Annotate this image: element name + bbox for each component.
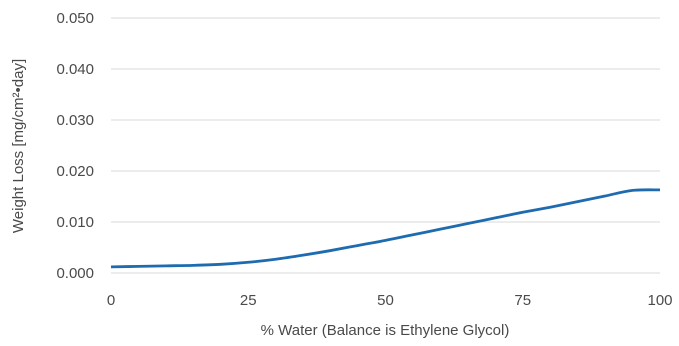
y-axis-title: Weight Loss [mg/cm²•day] bbox=[10, 59, 27, 233]
series-line bbox=[110, 188, 661, 269]
y-tick-label: 0.020 bbox=[56, 163, 94, 180]
y-tick-label: 0.000 bbox=[56, 265, 94, 282]
y-tick-label: 0.040 bbox=[56, 61, 94, 78]
y-tick-label: 0.030 bbox=[56, 112, 94, 129]
x-axis-title: % Water (Balance is Ethylene Glycol) bbox=[261, 322, 510, 339]
y-axis-tick-labels: 0.000 0.010 0.020 0.030 0.040 0.050 bbox=[56, 10, 94, 282]
y-tick-label: 0.010 bbox=[56, 214, 94, 231]
y-tick-label: 0.050 bbox=[56, 10, 94, 27]
x-tick-label: 50 bbox=[377, 292, 394, 309]
x-tick-label: 0 bbox=[107, 292, 115, 309]
x-tick-label: 100 bbox=[647, 292, 672, 309]
x-tick-label: 25 bbox=[240, 292, 257, 309]
x-tick-label: 75 bbox=[514, 292, 531, 309]
x-axis-tick-labels: 0 25 50 75 100 bbox=[107, 292, 673, 309]
grid-lines bbox=[111, 17, 660, 274]
